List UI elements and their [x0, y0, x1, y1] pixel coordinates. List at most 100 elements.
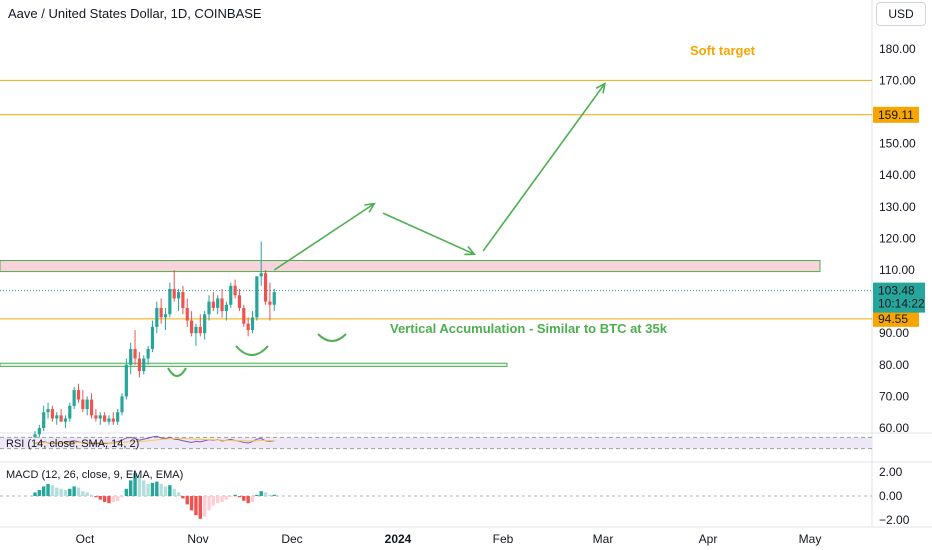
macd-histogram-bar — [94, 496, 98, 498]
candle-body — [89, 399, 94, 416]
candle-body — [181, 292, 185, 308]
chart-title: Aave / United States Dollar, 1D, COINBAS… — [8, 6, 262, 21]
macd-histogram-bar — [146, 484, 150, 496]
macd-histogram-bar — [137, 475, 142, 496]
macd-histogram-bar — [185, 496, 189, 505]
x-tick-label: Nov — [187, 532, 208, 546]
x-tick-label: 2024 — [385, 532, 412, 546]
candle-body — [163, 314, 168, 318]
macd-histogram-bar — [255, 494, 259, 496]
candle-body — [211, 301, 215, 308]
candle-body — [220, 298, 224, 312]
macd-histogram-bar — [202, 496, 207, 517]
currency-selector[interactable]: USD — [876, 2, 926, 26]
macd-histogram-bar — [150, 482, 155, 496]
macd-histogram-bar — [42, 486, 46, 496]
macd-histogram-bar — [220, 496, 224, 502]
projection-segment — [482, 83, 606, 252]
candle-body — [68, 405, 72, 419]
macd-histogram-bar — [263, 492, 268, 496]
macd-histogram-bar — [268, 494, 272, 496]
candle-body — [59, 415, 63, 422]
rsi-sma-line — [34, 437, 275, 445]
macd-histogram-bar — [37, 490, 42, 496]
macd-histogram-bar — [233, 494, 237, 496]
y-tick-label: 120.00 — [879, 231, 916, 245]
x-tick-label: Feb — [493, 532, 514, 546]
candle-body — [120, 396, 124, 413]
macd-histogram-bar — [194, 496, 198, 516]
macd-histogram-bar — [168, 485, 172, 496]
macd-histogram-bar — [55, 487, 59, 496]
candle-body — [37, 428, 41, 435]
candle-body — [246, 323, 250, 331]
candle-body — [42, 412, 46, 428]
candle-body — [94, 415, 98, 419]
candle-body — [103, 415, 107, 422]
y-tick-label: 140.00 — [879, 168, 916, 182]
macd-histogram-bar — [259, 491, 263, 496]
x-tick-label: Apr — [699, 532, 718, 546]
macd-histogram-bar — [76, 487, 81, 496]
macd-y-tick-label: −2.00 — [879, 513, 910, 527]
y-tick-label: 110.00 — [879, 263, 915, 277]
candle-body — [194, 326, 198, 334]
macd-histogram-bar — [155, 481, 159, 496]
candle-body — [155, 307, 159, 327]
x-tick-label: May — [799, 532, 822, 546]
macd-histogram-bar — [85, 492, 89, 496]
candle-body — [111, 418, 115, 422]
y-tick-label: 150.00 — [879, 137, 916, 151]
candle-body — [81, 399, 85, 410]
projection-arrowhead — [595, 82, 606, 94]
y-tick-label: 70.00 — [879, 389, 909, 403]
y-tick-label: 60.00 — [879, 421, 909, 435]
candle-body — [72, 390, 76, 406]
y-tick-label: 80.00 — [879, 358, 909, 372]
accumulation-label: Vertical Accumulation - Similar to BTC a… — [390, 321, 668, 336]
macd-histogram-bar — [142, 480, 146, 496]
candle-body — [159, 307, 163, 318]
candle-body — [229, 285, 233, 305]
candle-body — [63, 418, 68, 422]
candle-body — [172, 288, 176, 299]
candle-body — [203, 314, 207, 334]
rsi-title: RSI (14, close, SMA, 14, 2) — [6, 438, 139, 450]
x-tick-label: Oct — [76, 532, 95, 546]
candle-body — [46, 409, 50, 413]
macd-histogram-bar — [229, 496, 233, 498]
macd-histogram-bar — [68, 488, 72, 496]
candle-body — [150, 326, 155, 349]
macd-histogram-bar — [50, 485, 55, 496]
macd-histogram-bar — [115, 496, 120, 501]
macd-histogram-bar — [59, 488, 63, 496]
candle-body — [233, 285, 237, 296]
candle-body — [198, 326, 202, 334]
projection-arrowhead — [364, 202, 376, 213]
pattern-curve — [235, 345, 269, 356]
macd-y-tick-label: 0.00 — [879, 489, 903, 503]
support-zone — [0, 362, 508, 367]
macd-histogram-bar — [176, 492, 181, 496]
current-price-countdown: 10:14:22 — [878, 297, 925, 311]
projection-segment — [382, 212, 475, 255]
macd-histogram-bar — [98, 496, 102, 500]
macd-histogram-bar — [172, 488, 176, 496]
y-tick-label: 90.00 — [879, 326, 909, 340]
macd-histogram-bar — [246, 496, 250, 504]
macd-histogram-bar — [242, 496, 246, 501]
candle-body — [146, 349, 150, 359]
macd-histogram-bar — [72, 486, 76, 496]
macd-histogram-bar — [46, 484, 50, 496]
rsi-band — [0, 437, 872, 449]
candle-body — [255, 276, 259, 318]
candle-body — [272, 292, 276, 305]
macd-histogram-bar — [63, 490, 68, 496]
price-level-label: 159.11 — [878, 108, 914, 122]
macd-histogram-bar — [207, 496, 211, 511]
candle-body — [224, 304, 228, 312]
candle-body — [216, 298, 220, 308]
macd-histogram-bar — [81, 491, 85, 496]
